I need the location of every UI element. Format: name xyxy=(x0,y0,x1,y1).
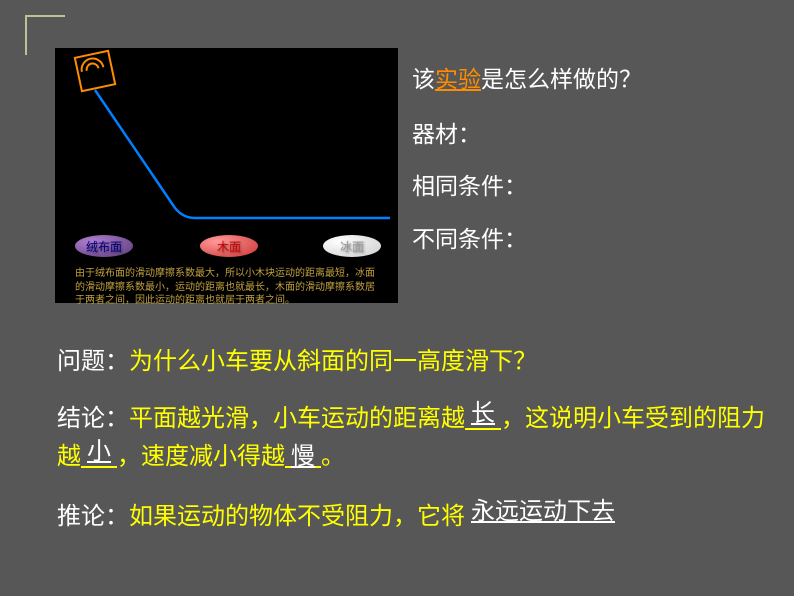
question-text: 为什么小车要从斜面的同一高度滑下？ xyxy=(129,349,537,375)
right-line-2: 器材： xyxy=(412,123,481,146)
question-line: 问题：为什么小车要从斜面的同一高度滑下？ xyxy=(57,343,784,381)
surface-button-ice[interactable]: 冰面 xyxy=(323,235,381,257)
question-label: 问题： xyxy=(57,349,129,375)
surface-button-wood[interactable]: 木面 xyxy=(200,235,258,257)
corner-accent-top xyxy=(25,15,65,17)
corner-accent-left xyxy=(25,15,27,55)
ramp-line xyxy=(55,48,398,303)
surface-button-cloth[interactable]: 绒布面 xyxy=(75,235,133,257)
inference-label: 推论： xyxy=(57,504,129,530)
right-line-4: 不同条件： xyxy=(412,228,527,251)
diagram-caption: 由于绒布面的滑动摩擦系数最大，所以小木块运动的距离最短，冰面的滑动摩擦系数最小，… xyxy=(75,267,375,308)
right-line-1: 该实验是怎么样做的？ xyxy=(412,68,642,91)
right-line-3: 相同条件： xyxy=(412,175,527,198)
experiment-diagram: 绒布面 木面 冰面 由于绒布面的滑动摩擦系数最大，所以小木块运动的距离最短，冰面… xyxy=(55,48,398,303)
inference-line: 推论：如果运动的物体不受阻力，它将 永远运动下去 xyxy=(57,498,784,536)
conclusion-label: 结论： xyxy=(57,406,129,432)
experiment-link[interactable]: 实验 xyxy=(435,67,481,92)
conclusion-line: 结论：平面越光滑，小车运动的距离越 长 ，这说明小车受到的阻力越 小 ，速度减小… xyxy=(57,400,784,477)
